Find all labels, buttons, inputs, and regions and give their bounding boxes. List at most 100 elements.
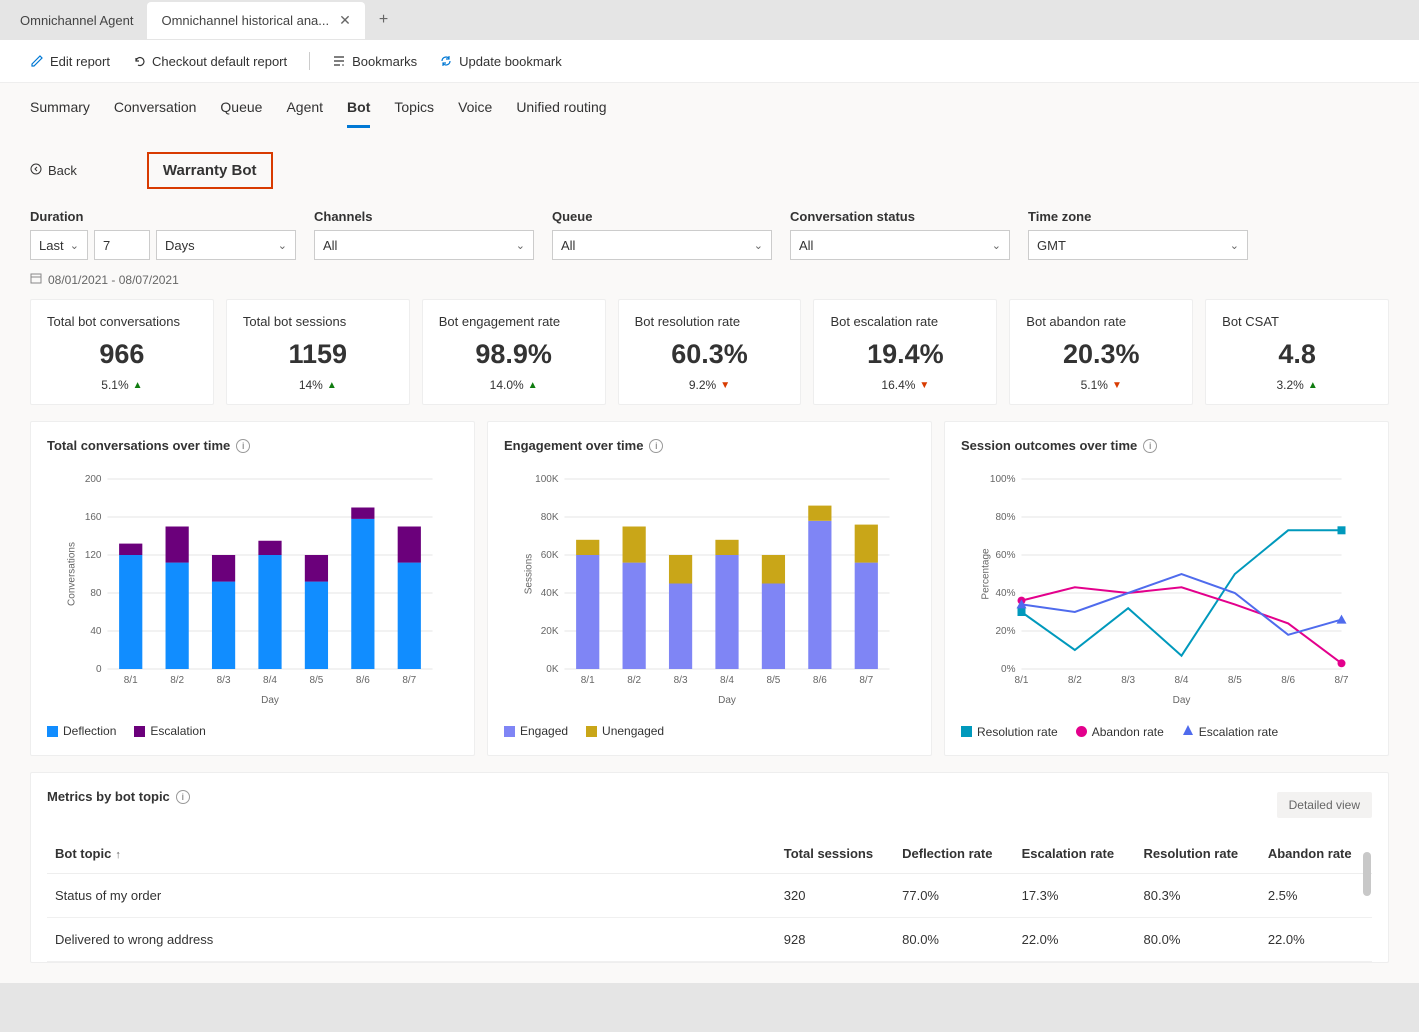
legend-resolution: Resolution rate: [961, 725, 1058, 739]
tab-queue[interactable]: Queue: [220, 99, 262, 128]
kpi-change: 16.4% ▼: [830, 378, 980, 392]
svg-text:160: 160: [85, 512, 102, 523]
table-header[interactable]: Deflection rate: [894, 834, 1013, 874]
queue-select[interactable]: All ⌄: [552, 230, 772, 260]
bookmarks-icon: [332, 54, 346, 68]
chevron-down-icon: ⌄: [992, 239, 1001, 252]
toolbar-label: Checkout default report: [152, 54, 287, 69]
pencil-icon: [30, 54, 44, 68]
svg-text:20%: 20%: [995, 626, 1015, 637]
table-cell: 2.5%: [1260, 874, 1372, 918]
table-row[interactable]: Status of my order32077.0%17.3%80.3%2.5%: [47, 874, 1372, 918]
close-icon[interactable]: ✕: [339, 12, 351, 29]
table-cell: 77.0%: [894, 874, 1013, 918]
channels-select[interactable]: All⌄: [314, 230, 534, 260]
chevron-down-icon: ⌄: [1230, 239, 1239, 252]
tab-conversation[interactable]: Conversation: [114, 99, 197, 128]
timezone-select[interactable]: GMT⌄: [1028, 230, 1248, 260]
tab-unified[interactable]: Unified routing: [516, 99, 606, 128]
arrow-down-icon: ▼: [1112, 380, 1122, 391]
kpi-card: Total bot conversations 966 5.1% ▲: [30, 299, 214, 405]
svg-text:8/1: 8/1: [124, 675, 138, 686]
svg-text:Day: Day: [261, 695, 279, 706]
chevron-down-icon: ⌄: [70, 239, 79, 252]
filter-label-tz: Time zone: [1028, 209, 1248, 224]
svg-text:60%: 60%: [995, 550, 1015, 561]
select-value: All: [799, 238, 813, 253]
duration-number-input[interactable]: 7: [94, 230, 150, 260]
bot-name-highlight: Warranty Bot: [147, 152, 273, 189]
info-icon[interactable]: i: [236, 439, 250, 453]
tab-bot[interactable]: Bot: [347, 99, 370, 128]
metrics-table: Bot topic↑Total sessionsDeflection rateE…: [47, 834, 1372, 962]
svg-text:8/7: 8/7: [402, 675, 416, 686]
nav-tabs: Summary Conversation Queue Agent Bot Top…: [0, 83, 1419, 128]
legend-label: Unengaged: [602, 724, 664, 738]
table-row[interactable]: Delivered to wrong address92880.0%22.0%8…: [47, 918, 1372, 962]
tab-active[interactable]: Omnichannel historical ana... ✕: [147, 2, 364, 39]
chevron-down-icon: ⌄: [754, 239, 763, 252]
table-cell: 80.0%: [894, 918, 1013, 962]
table-header[interactable]: Total sessions: [776, 834, 894, 874]
svg-text:8/7: 8/7: [1335, 675, 1349, 686]
kpi-card: Bot escalation rate 19.4% 16.4% ▼: [813, 299, 997, 405]
table-header[interactable]: Abandon rate: [1260, 834, 1372, 874]
tab-summary[interactable]: Summary: [30, 99, 90, 128]
status-select[interactable]: All ⌄: [790, 230, 1010, 260]
toolbar-label: Update bookmark: [459, 54, 562, 69]
info-icon[interactable]: i: [649, 439, 663, 453]
duration-unit-select[interactable]: Days⌄: [156, 230, 296, 260]
chart3-svg: 0%20%40%60%80%100%8/18/28/38/48/58/68/7P…: [961, 469, 1372, 709]
svg-text:120: 120: [85, 550, 102, 561]
svg-text:Day: Day: [1173, 695, 1191, 706]
kpi-value: 20.3%: [1026, 339, 1176, 370]
info-icon[interactable]: i: [1143, 439, 1157, 453]
duration-last-select[interactable]: Last⌄: [30, 230, 88, 260]
info-icon[interactable]: i: [176, 790, 190, 804]
tab-inactive[interactable]: Omnichannel Agent: [6, 3, 147, 38]
date-range-text: 08/01/2021 - 08/07/2021: [48, 273, 179, 287]
edit-report-button[interactable]: Edit report: [30, 54, 110, 69]
kpi-card: Bot abandon rate 20.3% 5.1% ▼: [1009, 299, 1193, 405]
kpi-title: Total bot conversations: [47, 314, 197, 329]
svg-text:8/3: 8/3: [1121, 675, 1135, 686]
svg-text:Sessions: Sessions: [524, 554, 535, 595]
svg-text:20K: 20K: [541, 626, 559, 637]
table-header[interactable]: Resolution rate: [1136, 834, 1260, 874]
svg-text:8/2: 8/2: [170, 675, 184, 686]
separator: [309, 52, 310, 70]
checkout-report-button[interactable]: Checkout default report: [132, 54, 287, 69]
detailed-view-button[interactable]: Detailed view: [1277, 792, 1372, 818]
legend-swatch: [134, 726, 145, 737]
arrow-down-icon: ▼: [919, 380, 929, 391]
legend-abandon: Abandon rate: [1076, 725, 1164, 739]
svg-text:200: 200: [85, 474, 102, 485]
kpi-title: Bot abandon rate: [1026, 314, 1176, 329]
svg-text:80%: 80%: [995, 512, 1015, 523]
filter-label-channels: Channels: [314, 209, 534, 224]
back-button[interactable]: Back: [30, 163, 77, 178]
tab-agent[interactable]: Agent: [286, 99, 323, 128]
bookmarks-button[interactable]: Bookmarks: [332, 54, 417, 69]
svg-text:8/7: 8/7: [859, 675, 873, 686]
chart1-svg: 040801201602008/18/28/38/48/58/68/7Conve…: [47, 469, 458, 709]
update-bookmark-button[interactable]: Update bookmark: [439, 54, 562, 69]
scrollbar-thumb[interactable]: [1363, 852, 1371, 896]
svg-text:8/6: 8/6: [1281, 675, 1295, 686]
table-cell: 17.3%: [1014, 874, 1136, 918]
table-cell: Status of my order: [47, 874, 776, 918]
kpi-change: 3.2% ▲: [1222, 378, 1372, 392]
kpi-value: 966: [47, 339, 197, 370]
chart-total-conversations: Total conversations over timei 040801201…: [30, 421, 475, 756]
legend-escalation: Escalation: [134, 724, 205, 738]
kpi-change: 5.1% ▲: [47, 378, 197, 392]
new-tab-button[interactable]: +: [365, 1, 402, 39]
kpi-card: Bot engagement rate 98.9% 14.0% ▲: [422, 299, 606, 405]
svg-text:8/4: 8/4: [263, 675, 277, 686]
tab-topics[interactable]: Topics: [394, 99, 434, 128]
tab-voice[interactable]: Voice: [458, 99, 492, 128]
table-header[interactable]: Escalation rate: [1014, 834, 1136, 874]
table-header[interactable]: Bot topic↑: [47, 834, 776, 874]
select-value: All: [561, 238, 575, 253]
filter-label-queue: Queue: [552, 209, 772, 224]
